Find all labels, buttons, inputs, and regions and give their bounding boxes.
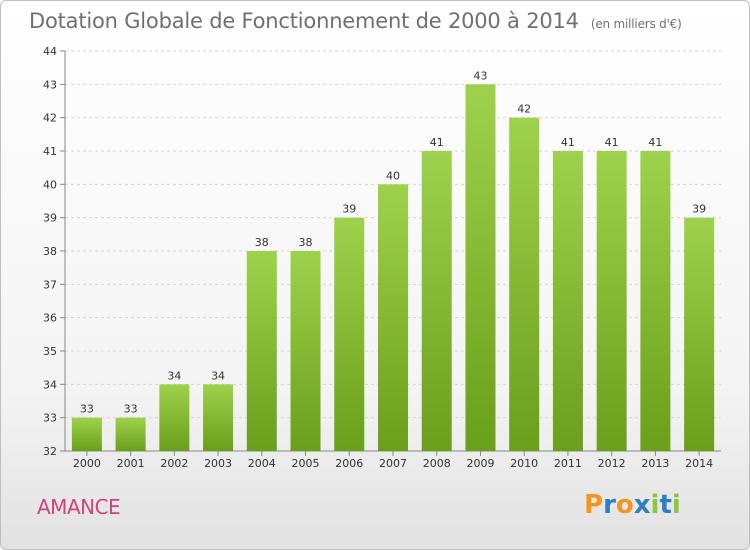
logo-letter: i <box>671 490 681 520</box>
x-tick-label: 2014 <box>685 457 713 470</box>
logo-letter: t <box>659 490 672 520</box>
x-tick-label: 2008 <box>423 457 451 470</box>
x-tick-label: 2009 <box>466 457 494 470</box>
bar-value-label: 34 <box>211 369 225 382</box>
logo-letter: o <box>615 490 634 520</box>
x-tick-label: 2002 <box>160 457 188 470</box>
bar-2008 <box>421 151 452 451</box>
logo-letter: P <box>584 490 604 520</box>
logo-letter: i <box>650 490 660 520</box>
bar-2011 <box>552 151 583 451</box>
labels: 32 33 34 35 36 37 38 39 40 41 42 43 44 33 2000 33 2001 34… <box>43 45 713 470</box>
bar-2001 <box>115 417 146 451</box>
y-tick-label: 32 <box>43 445 57 458</box>
bar-2000 <box>71 417 102 451</box>
x-tick-label: 2000 <box>73 457 101 470</box>
y-tick-label: 36 <box>43 312 57 325</box>
bar-value-label: 33 <box>80 403 94 416</box>
bar-value-label: 41 <box>561 136 575 149</box>
bar-2005 <box>290 251 321 451</box>
bar-value-label: 43 <box>473 69 487 82</box>
bar-value-label: 39 <box>342 203 356 216</box>
bar-value-label: 41 <box>648 136 662 149</box>
bar-value-label: 38 <box>255 236 269 249</box>
y-tick-label: 41 <box>43 145 57 158</box>
logo-letter: x <box>633 490 651 520</box>
x-tick-label: 2006 <box>335 457 363 470</box>
y-tick-label: 42 <box>43 112 57 125</box>
y-tick-label: 35 <box>43 345 57 358</box>
chart-title-text: Dotation Globale de Fonctionnement de 20… <box>29 9 579 33</box>
bar-value-label: 40 <box>386 169 400 182</box>
x-tick-label: 2011 <box>554 457 582 470</box>
bar-2014 <box>684 217 715 451</box>
chart-title: Dotation Globale de Fonctionnement de 20… <box>29 9 682 33</box>
x-tick-label: 2012 <box>598 457 626 470</box>
bar-2004 <box>246 251 277 451</box>
city-name: AMANCE <box>37 495 121 519</box>
bar-2013 <box>640 151 671 451</box>
x-tick-label: 2003 <box>204 457 232 470</box>
y-tick-label: 44 <box>43 45 57 58</box>
y-tick-label: 34 <box>43 378 57 391</box>
bar-2003 <box>203 384 234 451</box>
y-tick-label: 39 <box>43 212 57 225</box>
x-tick-label: 2007 <box>379 457 407 470</box>
bar-2009 <box>465 84 496 451</box>
x-tick-label: 2004 <box>248 457 276 470</box>
bar-value-label: 42 <box>517 103 531 116</box>
bar-2012 <box>596 151 627 451</box>
bar-value-label: 33 <box>124 403 138 416</box>
y-tick-label: 33 <box>43 412 57 425</box>
bar-2007 <box>378 184 408 452</box>
y-tick-label: 38 <box>43 245 57 258</box>
chart-subtitle: (en milliers d'€) <box>590 17 682 31</box>
bar-value-label: 41 <box>605 136 619 149</box>
bar-value-label: 41 <box>430 136 444 149</box>
x-tick-label: 2005 <box>292 457 320 470</box>
bar-value-label: 38 <box>299 236 313 249</box>
x-tick-label: 2013 <box>641 457 669 470</box>
proxiti-logo[interactable]: Proxiti <box>584 490 681 520</box>
bars <box>71 84 715 452</box>
logo-letter: r <box>603 490 616 520</box>
x-tick-label: 2001 <box>117 457 145 470</box>
y-tick-label: 40 <box>43 178 57 191</box>
y-tick-label: 37 <box>43 278 57 291</box>
bar-2006 <box>334 217 365 451</box>
bar-value-label: 34 <box>167 369 181 382</box>
bar-2002 <box>159 384 190 451</box>
bar-value-label: 39 <box>692 203 706 216</box>
bar-2010 <box>509 117 540 452</box>
x-tick-label: 2010 <box>510 457 538 470</box>
y-tick-label: 43 <box>43 78 57 91</box>
